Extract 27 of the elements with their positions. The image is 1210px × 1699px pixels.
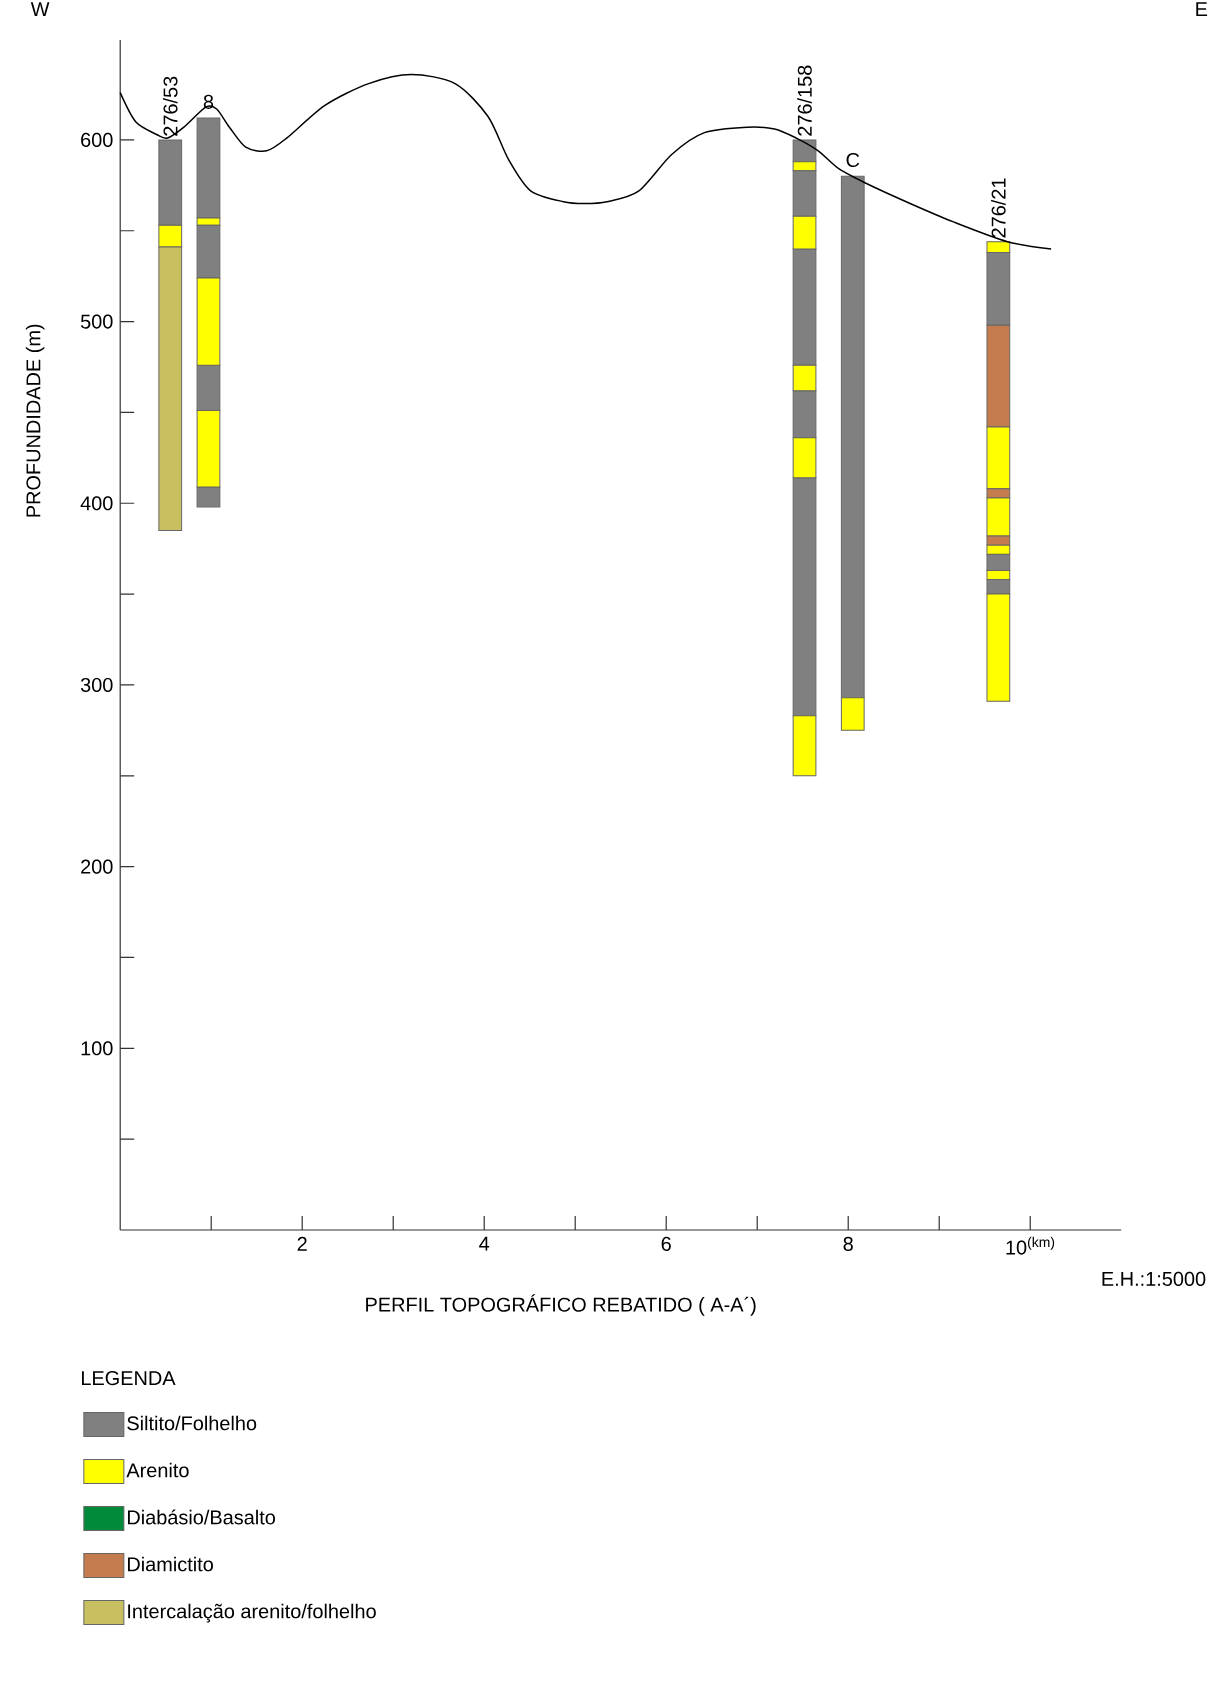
y-tick-label: 600 <box>81 132 113 147</box>
x-tick-label: 10$^{(km)}$ <box>1006 1236 1055 1255</box>
x-tick-label: 6 <box>661 1236 671 1251</box>
x-tick-label: 4 <box>479 1236 490 1251</box>
y-tick-label: 500 <box>80 314 113 329</box>
y-tick-label: 100 <box>81 1041 113 1056</box>
legend-label: Diamictito <box>127 1556 213 1572</box>
annotation: 276/53 <box>162 76 178 136</box>
text: E.H.:1:5000 <box>1102 1271 1206 1286</box>
text: E <box>1196 2 1208 16</box>
legend-label: Diabásio/Basalto <box>127 1509 276 1525</box>
y-tick-label: 300 <box>80 677 113 692</box>
annotation: 276/158 <box>797 65 812 136</box>
legend-label: Siltito/Folhelho <box>127 1415 257 1431</box>
legend-title: LEGENDA <box>81 1371 176 1386</box>
y-tick-label: 400 <box>80 496 113 511</box>
y-axis-title: PROFUNDIDADE (m) <box>25 324 45 517</box>
text: W <box>30 2 50 16</box>
x-axis-title: PERFIL TOPOGRÁFICO REBATIDO ( A-A´) <box>366 1294 756 1316</box>
x-tick-label: 2 <box>297 1236 307 1251</box>
annotation: C <box>846 152 860 168</box>
annotation: 8 <box>203 94 214 109</box>
y-tick-label: 200 <box>81 859 113 874</box>
legend-label: Intercalação arenito/folhelho <box>128 1603 376 1623</box>
legend-label: Arenito <box>126 1462 189 1478</box>
x-tick-label: 8 <box>843 1236 853 1251</box>
annotation: 276/21 <box>991 178 1006 238</box>
